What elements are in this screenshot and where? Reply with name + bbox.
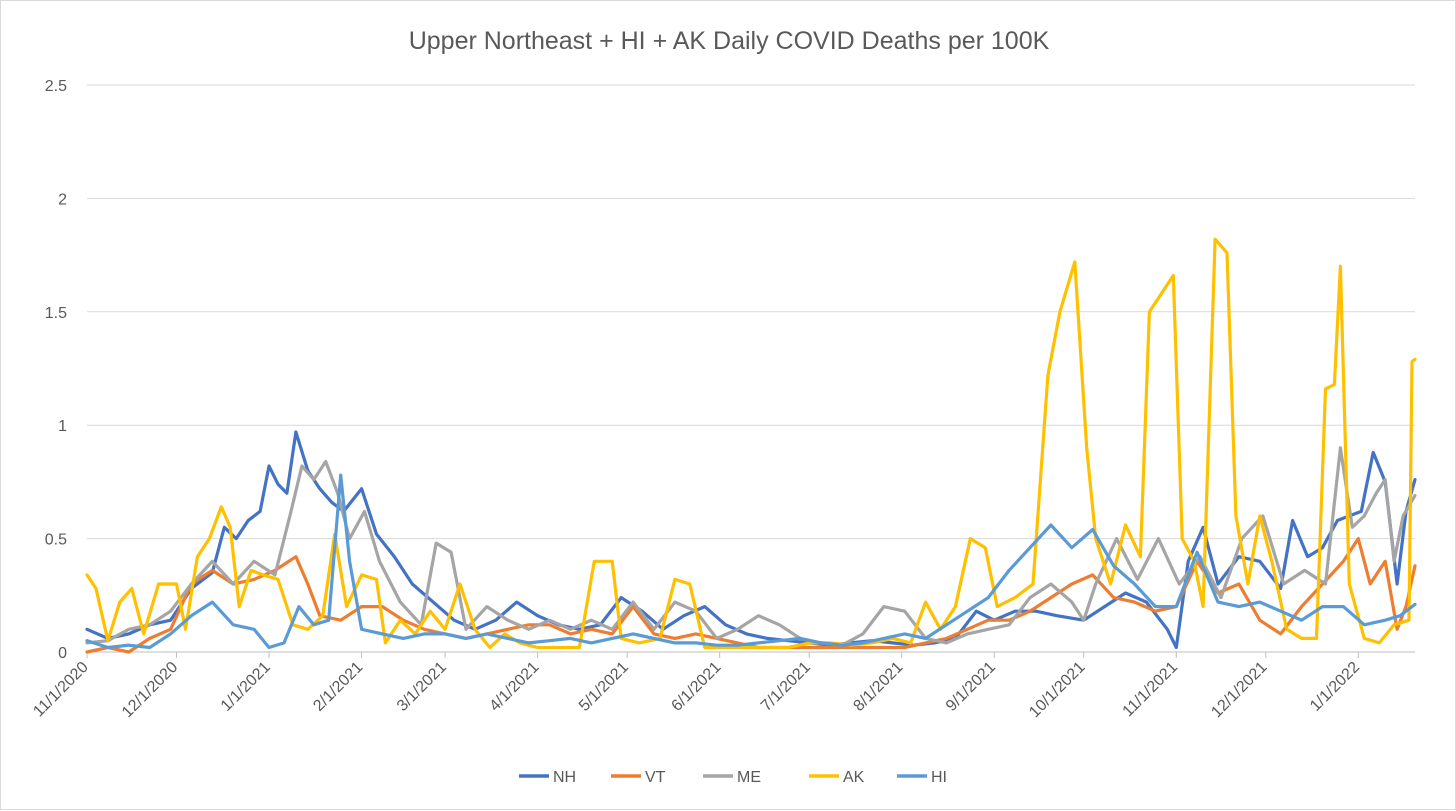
x-tick-label: 12/1/2020 (119, 659, 181, 721)
series-line-me (85, 446, 1417, 647)
legend-item-hi: HI (897, 769, 947, 786)
legend-label: VT (645, 769, 666, 786)
series-line-hi (85, 473, 1417, 650)
x-tick-label: 5/1/2021 (576, 659, 632, 715)
legend-label: AK (843, 769, 865, 786)
x-tick-label: 6/1/2021 (668, 659, 724, 715)
x-tick-label: 1/1/2022 (1307, 659, 1363, 715)
y-tick-label: 1 (58, 418, 67, 435)
x-tick-label: 4/1/2021 (486, 659, 542, 715)
y-tick-label: 0 (58, 645, 67, 662)
chart-title: Upper Northeast + HI + AK Daily COVID De… (409, 27, 1050, 55)
gridlines (87, 84, 1415, 653)
y-tick-label: 0.5 (45, 532, 67, 549)
x-tick-label: 8/1/2021 (850, 659, 906, 715)
x-tick-label: 10/1/2021 (1026, 659, 1088, 721)
x-tick-label: 9/1/2021 (943, 659, 999, 715)
legend-label: HI (931, 769, 947, 786)
x-tick-label: 11/1/2021 (1120, 659, 1182, 721)
series-line-nh (85, 430, 1417, 650)
y-tick-label: 1.5 (45, 305, 67, 322)
y-axis-ticks: 0 0.5 1 1.5 2 2.5 (45, 78, 67, 662)
legend-item-nh: NH (519, 769, 576, 786)
legend-label: ME (737, 769, 761, 786)
legend: NH VT ME AK HI (519, 769, 947, 786)
y-tick-label: 2 (58, 191, 67, 208)
x-tick-label: 12/1/2021 (1208, 659, 1270, 721)
legend-item-vt: VT (611, 769, 666, 786)
y-tick-label: 2.5 (45, 78, 67, 95)
x-tick-label: 3/1/2021 (394, 659, 450, 715)
x-axis-ticks: 11/1/2020 12/1/2020 1/1/2021 2/1/2021 3/1/20… (30, 652, 1363, 721)
legend-item-ak: AK (809, 769, 865, 786)
legend-item-me: ME (703, 769, 761, 786)
legend-label: NH (553, 769, 576, 786)
x-tick-label: 11/1/2020 (30, 659, 92, 721)
x-tick-label: 7/1/2021 (758, 659, 814, 715)
series-lines (85, 237, 1417, 654)
series-line-ak (85, 237, 1417, 650)
x-tick-label: 1/1/2021 (218, 659, 274, 715)
x-tick-label: 2/1/2021 (310, 659, 366, 715)
